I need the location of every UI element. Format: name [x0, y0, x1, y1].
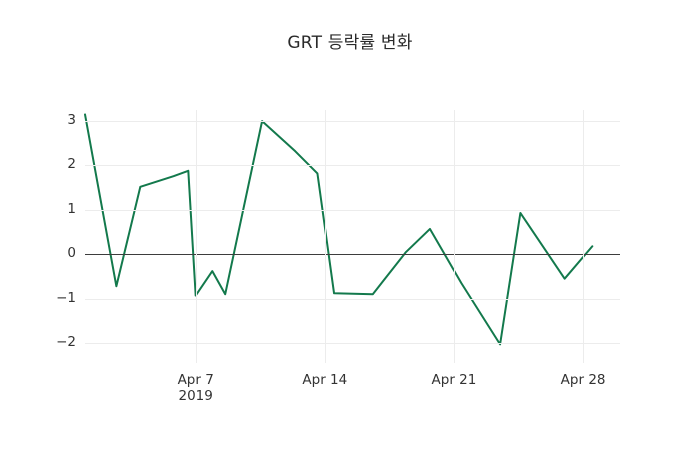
line-series	[84, 113, 594, 346]
gridline-horizontal	[85, 343, 620, 345]
gridline-vertical	[583, 110, 585, 363]
x-tick-label: Apr 7 2019	[177, 372, 214, 404]
gridline-horizontal	[85, 121, 620, 123]
gridline-horizontal	[85, 165, 620, 167]
x-tick-label: Apr 14	[302, 372, 348, 388]
chart-title: GRT 등락률 변화	[287, 33, 413, 53]
zero-baseline	[85, 254, 620, 256]
y-tick-label: 1	[67, 200, 76, 217]
gridline-vertical	[453, 110, 455, 363]
y-tick-label: 2	[67, 156, 76, 173]
x-axis: Apr 7 2019 Apr 14 Apr 21 Apr 28	[85, 372, 620, 412]
y-tick-label: −1	[56, 289, 76, 306]
gridline-vertical	[195, 110, 197, 363]
y-tick-label: 3	[67, 112, 76, 129]
x-tick-label: Apr 28	[560, 372, 606, 388]
x-tick-label: Apr 21	[431, 372, 477, 388]
y-tick-label: 0	[67, 245, 76, 262]
y-tick-label: −2	[56, 334, 76, 351]
gridline-horizontal	[85, 298, 620, 300]
gridline-vertical	[324, 110, 326, 363]
plot-area	[84, 110, 620, 363]
y-axis: 3 2 1 0 −1 −2	[28, 110, 76, 363]
gridline-horizontal	[85, 209, 620, 211]
